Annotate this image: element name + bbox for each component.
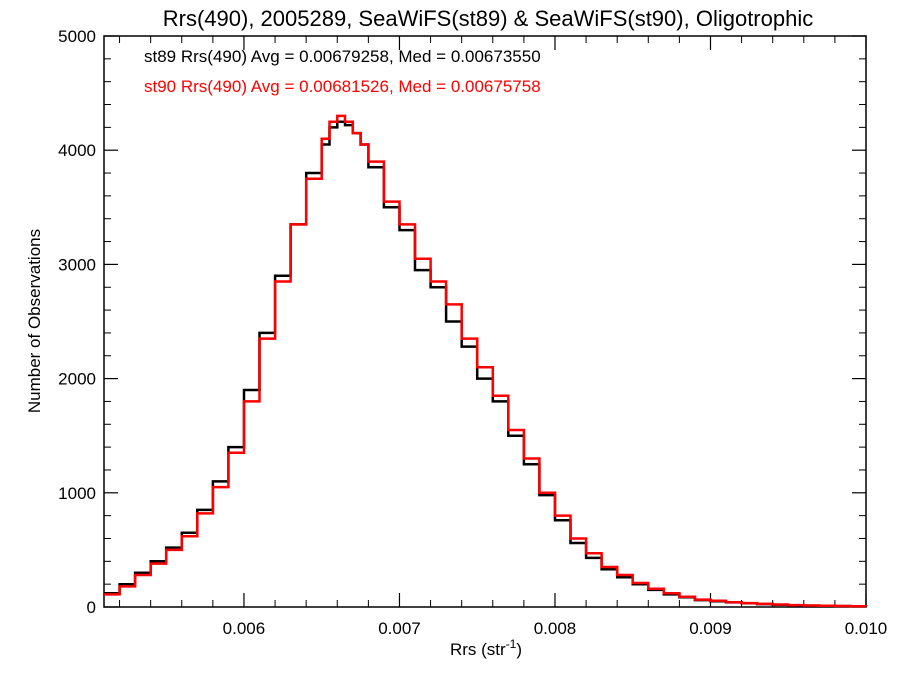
y-tick-label: 2000 — [58, 370, 96, 389]
x-tick-label: 0.008 — [534, 619, 577, 638]
x-tick-label: 0.009 — [689, 619, 732, 638]
x-tick-label: 0.010 — [845, 619, 888, 638]
series-layer — [104, 114, 868, 608]
y-tick-label: 4000 — [58, 141, 96, 160]
y-tick-label: 1000 — [58, 484, 96, 503]
x-axis-label-superscript: -1 — [506, 637, 517, 651]
y-axis-label: Number of Observations — [25, 229, 44, 413]
series-st90-line — [104, 114, 868, 608]
plot-frame — [103, 35, 867, 608]
x-axis-label-main: Rrs (str — [450, 640, 506, 659]
legend: st89 Rrs(490) Avg = 0.00679258, Med = 0.… — [144, 47, 541, 96]
x-axis-label: Rrs (str-1) — [450, 637, 522, 659]
legend-entry-st89: st89 Rrs(490) Avg = 0.00679258, Med = 0.… — [144, 47, 541, 66]
y-axis-ticks: 0 1000 2000 3000 4000 5000 — [58, 27, 866, 617]
legend-entry-st90: st90 Rrs(490) Avg = 0.00681526, Med = 0.… — [144, 77, 541, 96]
y-tick-label: 5000 — [58, 27, 96, 46]
x-tick-label: 0.007 — [378, 619, 421, 638]
x-axis-label-end: ) — [516, 640, 522, 659]
x-axis-ticks: 0.006 0.007 0.008 0.009 0.010 — [119, 36, 888, 638]
y-tick-label: 3000 — [58, 255, 96, 274]
series-st89-line — [104, 120, 868, 608]
y-tick-label: 0 — [87, 598, 96, 617]
x-tick-label: 0.006 — [223, 619, 266, 638]
chart-title: Rrs(490), 2005289, SeaWiFS(st89) & SeaWi… — [163, 6, 813, 31]
